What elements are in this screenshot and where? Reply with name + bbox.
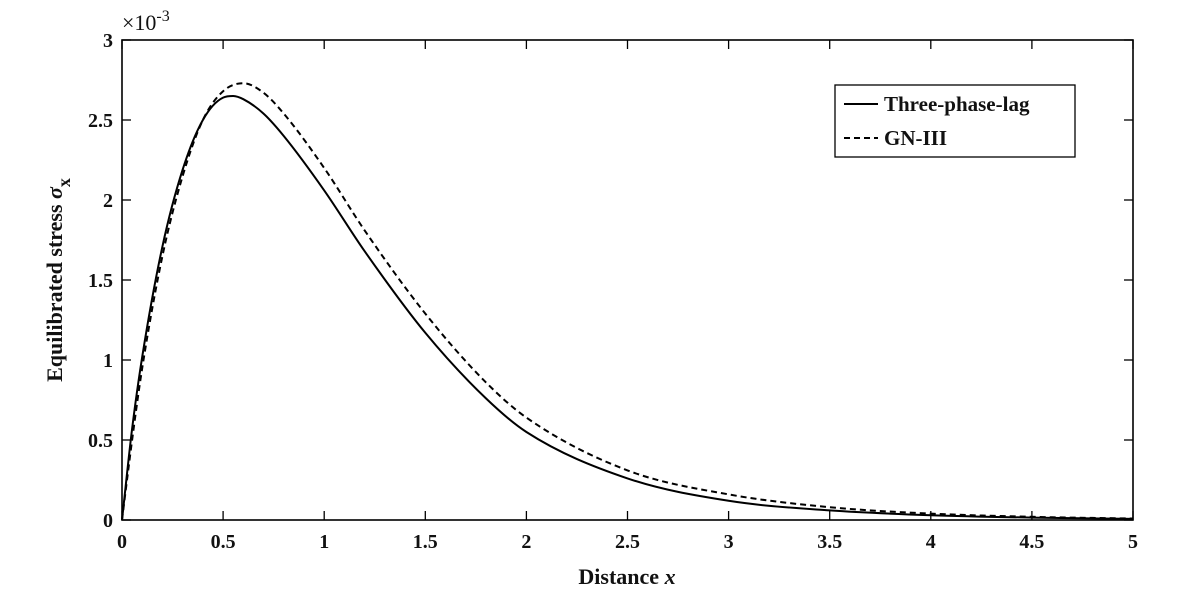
x-tick-label: 0 (117, 531, 127, 553)
y-tick-label: 0 (103, 510, 113, 532)
y-multiplier: ×10-3 (122, 8, 170, 35)
series-layer (121, 82, 1134, 521)
y-tick-label: 2.5 (88, 110, 113, 132)
x-tick-label: 3.5 (817, 531, 842, 553)
legend-label-three-phase-lag: Three-phase-lag (884, 92, 1030, 116)
y-axis-title-subscript: x (54, 178, 74, 187)
y-tick-label: 3 (103, 30, 113, 52)
x-axis-title: Distance x (578, 564, 675, 589)
y-tick-label: 0.5 (88, 430, 113, 452)
x-tick-label: 1 (319, 531, 329, 553)
x-tick-label: 5 (1128, 531, 1138, 553)
y-axis-title-text: Equilibrated stress (42, 204, 67, 382)
y-axis-title-symbol: σ (42, 186, 67, 199)
legend: Three-phase-lag GN-III (834, 84, 1076, 158)
series-line-three-phase-lag (121, 95, 1134, 521)
x-axis-title-text: Distance (578, 564, 659, 589)
x-tick-label: 4.5 (1019, 531, 1044, 553)
x-tick-label: 2.5 (615, 531, 640, 553)
y-tick-label: 1.5 (88, 270, 113, 292)
x-tick-label: 1.5 (413, 531, 438, 553)
x-tick-label: 4 (926, 531, 936, 553)
legend-label-gn-iii: GN-III (884, 126, 947, 150)
x-tick-label: 2 (521, 531, 531, 553)
legend-box (834, 84, 1076, 158)
y-multiplier-exponent: -3 (156, 8, 169, 25)
y-tick-label: 1 (103, 350, 113, 372)
y-tick-label: 2 (103, 190, 113, 212)
y-axis-title: Equilibrated stress σx (42, 178, 74, 382)
x-tick-label: 3 (724, 531, 734, 553)
y-axis-ticks: 0 0.5 1 1.5 2 2.5 3 (88, 30, 1133, 532)
x-tick-label: 0.5 (211, 531, 236, 553)
x-axis-ticks: 0 0.5 1 1.5 2 2.5 3 3.5 4 4.5 5 (117, 40, 1138, 553)
y-multiplier-base: ×10 (122, 10, 156, 35)
x-axis-title-var: x (664, 564, 676, 589)
series-line-gn-iii (121, 82, 1134, 521)
